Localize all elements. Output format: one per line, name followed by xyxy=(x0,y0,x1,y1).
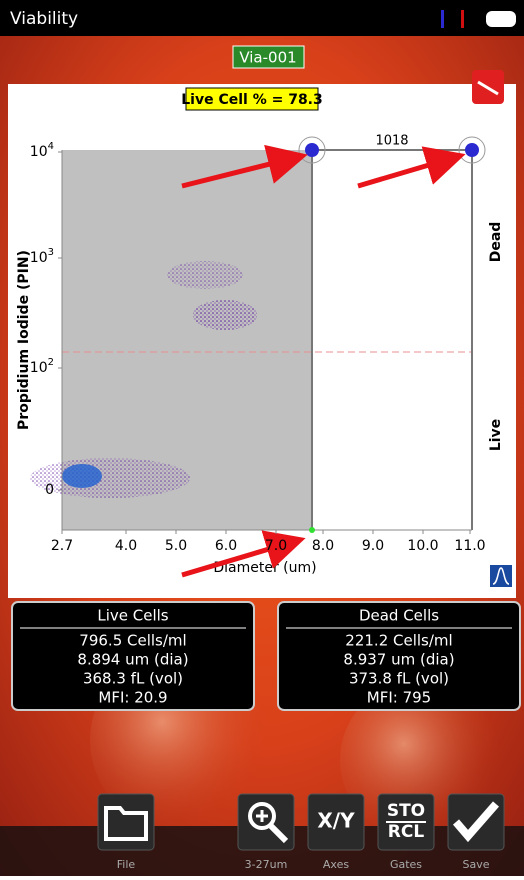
y-tick-label: 102 xyxy=(30,357,54,376)
tick-base: 10 xyxy=(30,250,48,266)
button-text: RCL xyxy=(388,822,425,842)
x-tick-label: 9.0 xyxy=(362,538,384,554)
gate-count: 1018 xyxy=(375,134,408,149)
panel-line: MFI: 795 xyxy=(367,689,431,707)
tick-base: 10 xyxy=(30,144,48,160)
tick-exponent: 3 xyxy=(48,247,54,258)
x-tick-label: 6.0 xyxy=(215,538,237,554)
usb-icon xyxy=(461,10,464,28)
cell-cluster xyxy=(193,300,257,330)
gate-handle[interactable] xyxy=(305,143,319,157)
panel-line: 8.937 um (dia) xyxy=(343,651,454,669)
zoom-icon-plus xyxy=(256,810,268,822)
panel-title: Live Cells xyxy=(97,607,168,625)
zoom-icon xyxy=(248,802,276,830)
panel-line: 373.8 fL (vol) xyxy=(349,670,449,688)
annotation-arrow xyxy=(357,146,466,189)
toolbar-button[interactable] xyxy=(307,793,365,851)
toolbar-label: 3-27um xyxy=(245,858,288,871)
x-tick-label: 2.7 xyxy=(51,538,73,554)
button-text: X/Y xyxy=(317,809,355,833)
cell-cluster xyxy=(167,261,243,289)
region-label: Dead xyxy=(488,222,504,263)
status-bar xyxy=(0,0,524,36)
annotation-arrow xyxy=(181,530,306,578)
y-tick-label: 0 xyxy=(45,482,54,498)
annotation-arrow xyxy=(181,144,308,189)
panel-line: 796.5 Cells/ml xyxy=(79,632,186,650)
panel-line: 368.3 fL (vol) xyxy=(83,670,183,688)
y-tick-label: 104 xyxy=(30,141,54,160)
stats-panel xyxy=(11,601,255,711)
gate-tool-icon xyxy=(477,80,499,96)
panel-line: MFI: 20.9 xyxy=(98,689,167,707)
toolbar-button[interactable] xyxy=(237,793,295,851)
tick-base: 10 xyxy=(30,360,48,376)
cell-cluster xyxy=(30,458,190,498)
panel-line: 8.894 um (dia) xyxy=(77,651,188,669)
x-tick-label: 8.0 xyxy=(312,538,334,554)
x-tick-label: 11.0 xyxy=(454,538,485,554)
gate-marker xyxy=(309,527,315,533)
x-tick-label: 10.0 xyxy=(407,538,438,554)
screen-title: Viability xyxy=(10,9,78,29)
tick-base: 0 xyxy=(45,482,54,498)
battery-icon xyxy=(486,11,516,27)
tick-exponent: 4 xyxy=(48,141,54,152)
x-tick-label: 5.0 xyxy=(165,538,187,554)
toolbar-label: Save xyxy=(462,858,489,871)
check-icon xyxy=(452,801,500,843)
sample-id: Via-001 xyxy=(239,49,296,67)
toolbar-label: Axes xyxy=(323,858,349,871)
panel-line: 221.2 Cells/ml xyxy=(345,632,452,650)
x-tick-label: 7.0 xyxy=(265,538,287,554)
toolbar-label: File xyxy=(117,858,136,871)
gate-handle[interactable] xyxy=(465,143,479,157)
histogram-icon xyxy=(492,567,510,585)
y-tick-label: 103 xyxy=(30,247,54,266)
sample-id-box xyxy=(232,45,305,69)
panel-title: Dead Cells xyxy=(359,607,439,625)
live-percent-box xyxy=(185,87,319,111)
x-tick-label: 4.0 xyxy=(115,538,137,554)
bluetooth-icon xyxy=(441,10,444,28)
folder-icon xyxy=(104,806,148,841)
button-text: STO xyxy=(387,801,425,821)
region-label: Live xyxy=(488,419,504,451)
tick-exponent: 2 xyxy=(48,357,54,368)
stats-panel xyxy=(277,601,521,711)
zoom-icon-handle xyxy=(268,823,289,844)
live-percent: Live Cell % = 78.3 xyxy=(181,92,323,108)
toolbar-label: Gates xyxy=(390,858,422,871)
cell-cluster-dense xyxy=(62,464,102,488)
y-axis-label: Propidium Iodide (PIN) xyxy=(16,250,32,430)
